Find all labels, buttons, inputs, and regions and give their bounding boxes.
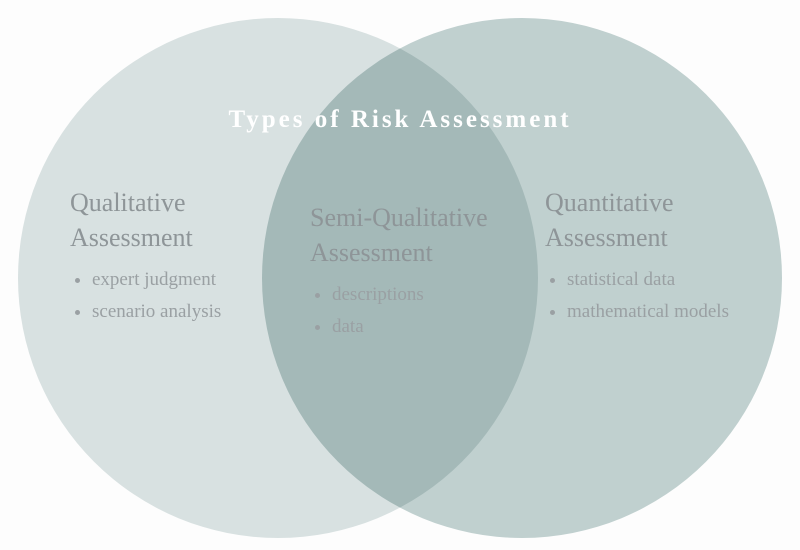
qualitative-heading: Qualitative Assessment [70, 185, 265, 255]
quantitative-heading: Quantitative Assessment [545, 185, 755, 255]
quantitative-list: statistical data mathematical models [545, 265, 755, 326]
diagram-title: Types of Risk Assessment [0, 106, 800, 134]
venn-diagram: Types of Risk Assessment Qualitative Ass… [0, 0, 800, 550]
list-item: data [332, 312, 490, 341]
semi-qualitative-heading: Semi-Qualitative Assessment [310, 200, 490, 270]
semi-qualitative-list: descriptions data [310, 280, 490, 341]
list-item: mathematical models [567, 297, 755, 326]
semi-qualitative-section: Semi-Qualitative Assessment descriptions… [310, 200, 490, 343]
list-item: expert judgment [92, 265, 265, 294]
qualitative-section: Qualitative Assessment expert judgment s… [70, 185, 265, 328]
qualitative-list: expert judgment scenario analysis [70, 265, 265, 326]
list-item: scenario analysis [92, 297, 265, 326]
quantitative-section: Quantitative Assessment statistical data… [545, 185, 755, 328]
list-item: descriptions [332, 280, 490, 309]
list-item: statistical data [567, 265, 755, 294]
